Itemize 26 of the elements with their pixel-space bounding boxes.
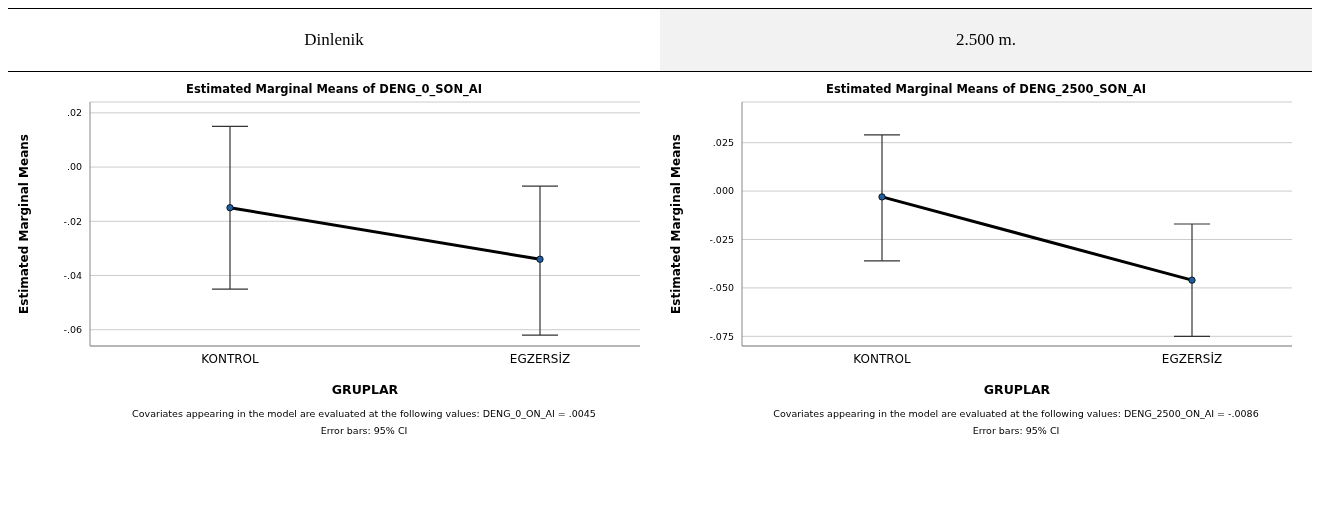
text: Covariates appearing in the model are evaluated at the following values: DENG_0_ON_AI = .0045 bbox=[131, 408, 597, 419]
y-tick-label: .02 bbox=[66, 107, 82, 119]
text: Error bars: 95% CI bbox=[971, 425, 1061, 436]
y-axis-title: Estimated Marginal Means bbox=[17, 134, 32, 314]
y-tick-label: .000 bbox=[712, 185, 734, 197]
y-tick-label: .00 bbox=[66, 161, 82, 173]
x-tick-label: EGZERSİZ bbox=[509, 350, 571, 366]
y-tick-label: .025 bbox=[712, 137, 734, 149]
text: Error bars: 95% CI bbox=[319, 425, 409, 436]
y-tick-label: -.04 bbox=[63, 269, 82, 281]
chart-title: Estimated Marginal Means of DENG_2500_SON_AI bbox=[825, 82, 1147, 96]
x-axis-title: GRUPLAR bbox=[331, 382, 399, 397]
y-tick-label: -.050 bbox=[709, 282, 734, 294]
x-axis-title: GRUPLAR bbox=[983, 382, 1051, 397]
y-axis-title: Estimated Marginal Means bbox=[669, 134, 684, 314]
y-tick-label: -.075 bbox=[709, 330, 734, 342]
y-tick-label: -.02 bbox=[63, 215, 82, 227]
chart-title: Estimated Marginal Means of DENG_0_SON_AI bbox=[185, 82, 483, 96]
text: Dinlenik bbox=[8, 9, 660, 72]
text: 2.500 m. bbox=[660, 9, 1312, 72]
y-tick-label: -.06 bbox=[63, 324, 82, 336]
text: Covariates appearing in the model are evaluated at the following values: DENG_2500_ON_AI = -.0086 bbox=[772, 408, 1260, 419]
x-tick-label: KONTROL bbox=[201, 351, 260, 366]
y-tick-label: -.025 bbox=[709, 233, 734, 245]
x-tick-label: EGZERSİZ bbox=[1161, 350, 1223, 366]
x-tick-label: KONTROL bbox=[853, 351, 912, 366]
